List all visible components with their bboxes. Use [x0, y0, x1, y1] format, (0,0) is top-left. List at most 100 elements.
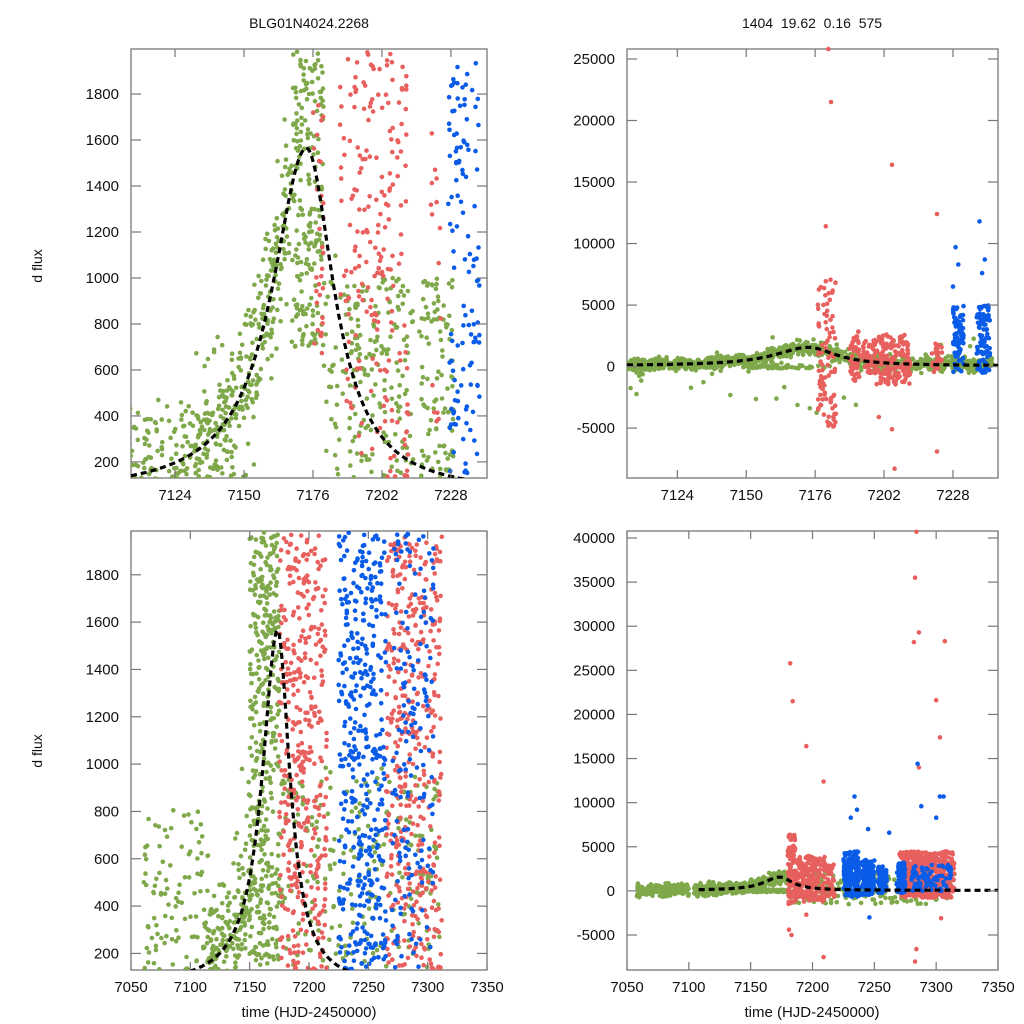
data-point: [145, 416, 150, 422]
data-point: [162, 891, 168, 897]
data-point: [174, 443, 179, 448]
data-point: [230, 465, 235, 470]
data-point: [304, 557, 310, 563]
data-point: [164, 834, 170, 839]
data-point: [368, 933, 374, 939]
data-point: [828, 317, 833, 323]
data-point: [216, 913, 221, 919]
data-point: [157, 967, 162, 970]
data-point: [381, 403, 387, 409]
data-point: [456, 415, 461, 421]
data-point: [400, 963, 405, 968]
data-point: [375, 334, 380, 340]
data-point: [318, 954, 323, 960]
data-point: [287, 542, 293, 548]
data-point: [300, 303, 305, 309]
data-point: [956, 358, 962, 364]
data-point: [386, 663, 392, 669]
data-point: [331, 903, 337, 909]
data-point: [144, 428, 150, 434]
data-point: [288, 566, 293, 572]
data-point: [235, 912, 240, 918]
data-point: [398, 232, 404, 237]
data-point: [466, 269, 472, 275]
data-point: [357, 366, 363, 371]
data-point: [243, 905, 249, 910]
data-point: [833, 280, 838, 286]
data-point: [905, 348, 910, 353]
data-point: [296, 949, 301, 955]
data-point: [268, 704, 274, 710]
data-point: [978, 358, 983, 363]
data-point: [428, 202, 434, 208]
y-tick-label: -5000: [577, 420, 615, 437]
data-point: [143, 844, 148, 850]
data-point: [312, 903, 318, 908]
data-point: [260, 316, 265, 321]
data-point: [385, 774, 390, 779]
data-point: [318, 333, 324, 339]
data-point: [298, 307, 303, 313]
data-point: [352, 671, 358, 676]
data-point: [430, 754, 436, 759]
data-point: [296, 821, 302, 826]
data-point: [789, 365, 795, 370]
data-point: [807, 406, 813, 411]
data-point: [381, 247, 387, 252]
data-point: [207, 474, 213, 478]
data-point: [202, 389, 207, 394]
data-point: [452, 398, 458, 403]
data-point: [339, 198, 344, 204]
data-point: [819, 350, 824, 356]
data-point: [312, 332, 318, 338]
data-point: [155, 931, 160, 937]
data-point: [314, 288, 319, 294]
data-point: [402, 918, 407, 924]
data-point: [421, 402, 426, 407]
data-point: [431, 724, 437, 730]
data-point: [404, 468, 410, 474]
data-point: [290, 753, 296, 759]
data-point: [312, 336, 318, 342]
data-point: [271, 257, 277, 263]
data-point: [276, 281, 282, 287]
data-point: [701, 379, 706, 385]
data-point: [254, 392, 259, 397]
data-point: [304, 270, 310, 276]
data-point: [892, 466, 897, 472]
data-point: [407, 559, 413, 564]
data-point: [398, 149, 404, 154]
data-point: [308, 220, 313, 226]
data-point: [363, 453, 369, 459]
data-point: [986, 367, 992, 373]
data-point: [428, 961, 434, 966]
data-point: [390, 803, 395, 809]
data-point: [319, 241, 325, 246]
data-point: [398, 625, 404, 630]
data-point: [375, 807, 381, 812]
data-point: [384, 691, 390, 697]
data-point: [258, 843, 263, 848]
data-point: [149, 486, 154, 491]
data-point: [292, 934, 298, 939]
data-point: [269, 376, 274, 381]
data-point: [350, 438, 356, 444]
data-point: [261, 703, 266, 709]
data-point: [279, 738, 285, 744]
data-point: [427, 698, 432, 703]
data-point: [468, 332, 474, 337]
data-point: [406, 411, 411, 417]
data-point: [436, 628, 442, 633]
data-point: [315, 310, 321, 316]
data-point: [287, 847, 293, 853]
data-point: [269, 740, 274, 745]
data-point: [900, 339, 905, 345]
data-point: [315, 51, 321, 56]
data-point: [231, 373, 237, 379]
data-point: [253, 625, 259, 631]
data-point: [315, 327, 321, 333]
data-point: [274, 553, 280, 559]
data-point: [433, 794, 439, 799]
data-point: [258, 930, 264, 936]
data-point: [142, 465, 147, 471]
